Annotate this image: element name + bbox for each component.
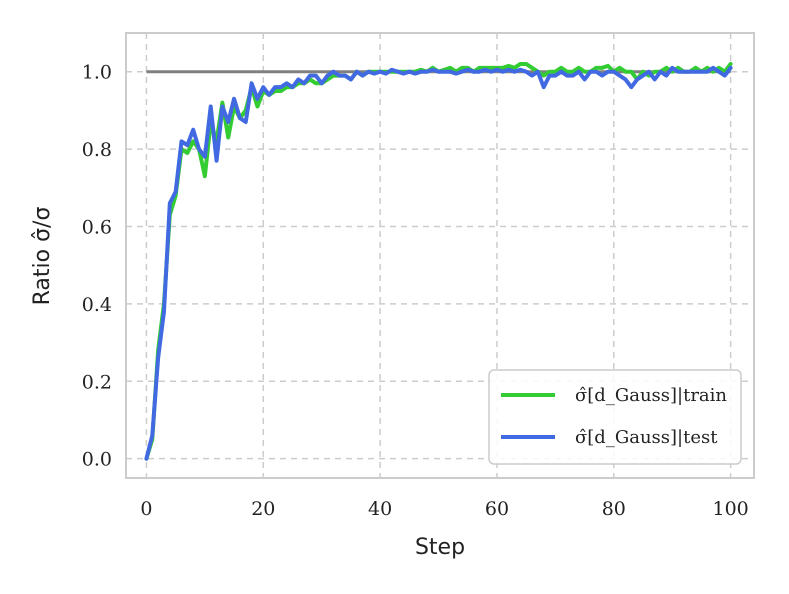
y-tick-label: 0.6	[82, 216, 112, 238]
y-tick-label: 1.0	[82, 62, 112, 84]
plot-frame	[125, 32, 755, 479]
y-tick-label: 0.0	[82, 449, 112, 471]
y-axis-label: Ratio σ̂/σ	[30, 207, 55, 306]
series-lines	[144, 61, 733, 461]
x-tick-label: 20	[251, 498, 275, 520]
x-tick-label: 40	[368, 498, 392, 520]
series-line-test	[144, 65, 733, 461]
legend-label-train: σ̂[d_Gauss]|train	[575, 385, 727, 406]
x-tick-label: 0	[140, 498, 152, 520]
y-tick-label: 0.2	[82, 371, 112, 393]
x-tick-label: 60	[485, 498, 509, 520]
legend-label-test: σ̂[d_Gauss]|test	[575, 427, 718, 448]
x-tick-label: 80	[602, 498, 626, 520]
x-axis-label: Step	[415, 535, 465, 560]
y-tick-labels: 0.0 0.2 0.4 0.6 0.8 1.0	[82, 62, 112, 471]
legend: σ̂[d_Gauss]|train σ̂[d_Gauss]|test	[488, 369, 742, 465]
y-tick-label: 0.8	[82, 139, 112, 161]
x-tick-label: 100	[712, 498, 748, 520]
x-tick-labels: 0 20 40 60 80 100	[140, 498, 748, 520]
y-tick-label: 0.4	[82, 294, 112, 316]
